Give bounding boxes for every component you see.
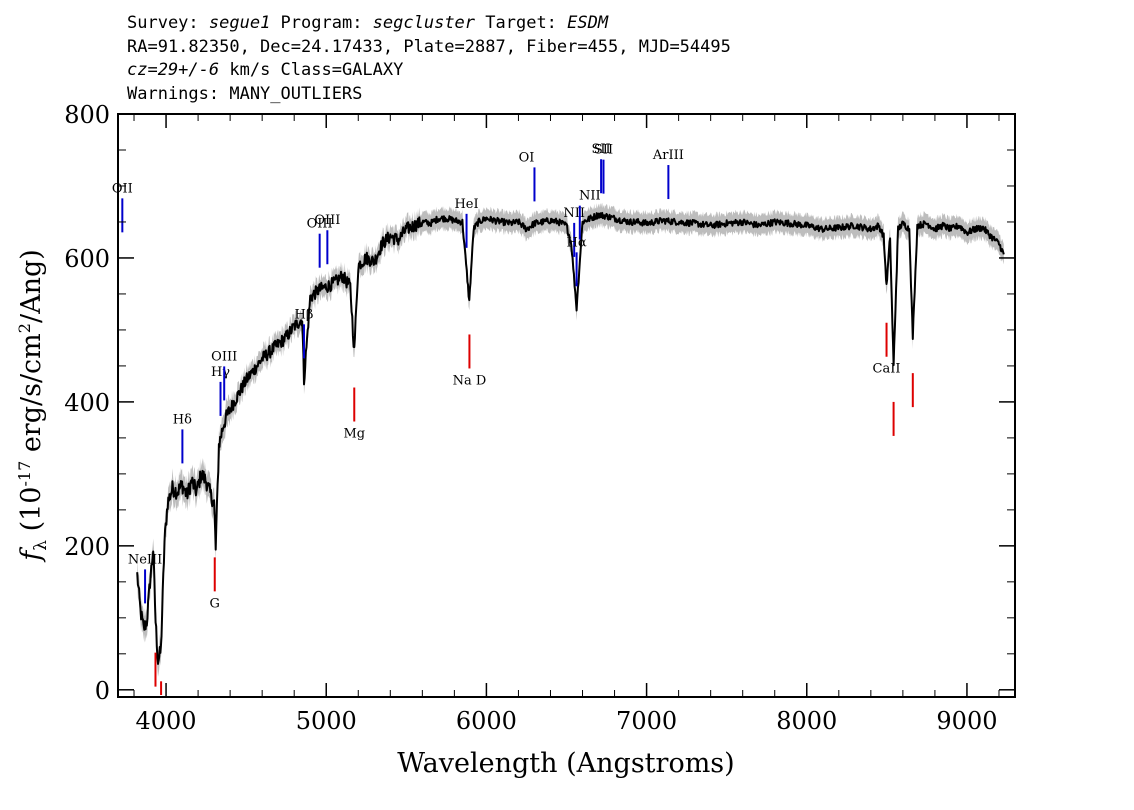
target-value: ESDM (567, 13, 609, 33)
class-text: km/s Class=GALAXY (219, 60, 404, 80)
program-value: segcluster (372, 13, 476, 33)
error-band (137, 202, 1004, 677)
absorption-line-label: G (210, 596, 220, 611)
emission-line-label: SII (594, 143, 613, 158)
emission-line-label: NII (579, 189, 601, 204)
emission-line-label: Hβ (295, 307, 314, 322)
x-tick-label: 8000 (776, 707, 837, 735)
program-label: Program: (270, 13, 373, 33)
survey-value: segue1 (208, 13, 271, 33)
spectrum-header: Survey: segue1 Program: segcluster Targe… (127, 12, 731, 106)
error-band-area (137, 202, 1004, 677)
spectral-line-markers: OIINeIIIHδHγOIIIHβOIIIOIIIHeIOINIIHαNIIS… (112, 142, 914, 695)
axes: 4000 5000 6000 7000 8000 9000 0 200 400 600 800 (64, 101, 1015, 735)
emission-line-label: Hα (567, 235, 587, 250)
spectrum-series (136, 211, 1005, 665)
emission-line-label: ArIII (652, 148, 684, 163)
emission-line-label: Hγ (211, 365, 230, 380)
emission-line-label: OIII (314, 213, 340, 228)
absorption-line-label: Na D (453, 373, 487, 388)
header-line-redshift: cz=29+/-6 km/s Class=GALAXY (127, 59, 731, 83)
emission-line-label: OI (519, 150, 535, 165)
x-tick-label: 5000 (296, 707, 357, 735)
header-line-coordinates: RA=91.82350, Dec=24.17433, Plate=2887, F… (127, 36, 731, 57)
x-tick-label: 7000 (616, 707, 677, 735)
header-line-survey: Survey: segue1 Program: segcluster Targe… (127, 12, 731, 36)
y-tick-label: 0 (95, 677, 110, 705)
emission-line-label: OIII (211, 349, 237, 364)
emission-line-label: NeIII (128, 552, 162, 567)
emission-line-label: NII (563, 206, 585, 221)
emission-line-label: HeI (454, 197, 478, 212)
x-tick-label: 4000 (136, 707, 197, 735)
target-label: Target: (475, 13, 568, 33)
y-axis-title: fλ (10-17 erg/s/cm2/Ang) (15, 249, 51, 563)
header-line-warnings: Warnings: MANY_OUTLIERS (127, 83, 363, 104)
spectrum-line (136, 211, 1005, 665)
x-tick-label: 6000 (456, 707, 517, 735)
emission-line-label: OIII (307, 217, 333, 232)
y-tick-label: 400 (64, 389, 110, 417)
x-tick-label: 9000 (936, 707, 997, 735)
plot-frame (117, 113, 1016, 698)
absorption-line-label: Mg (343, 427, 365, 442)
emission-line-label: SII (592, 142, 611, 157)
x-axis-title: Wavelength (Angstroms) (397, 748, 734, 779)
absorption-line-label: CaII (873, 362, 901, 377)
redshift-value: cz=29+/-6 (127, 60, 220, 80)
emission-line-label: Hδ (173, 412, 192, 427)
y-tick-label: 200 (64, 533, 110, 561)
survey-label: Survey: (127, 13, 209, 33)
y-tick-label: 600 (64, 245, 110, 273)
y-tick-label: 800 (64, 101, 110, 129)
emission-line-label: OII (112, 181, 133, 196)
